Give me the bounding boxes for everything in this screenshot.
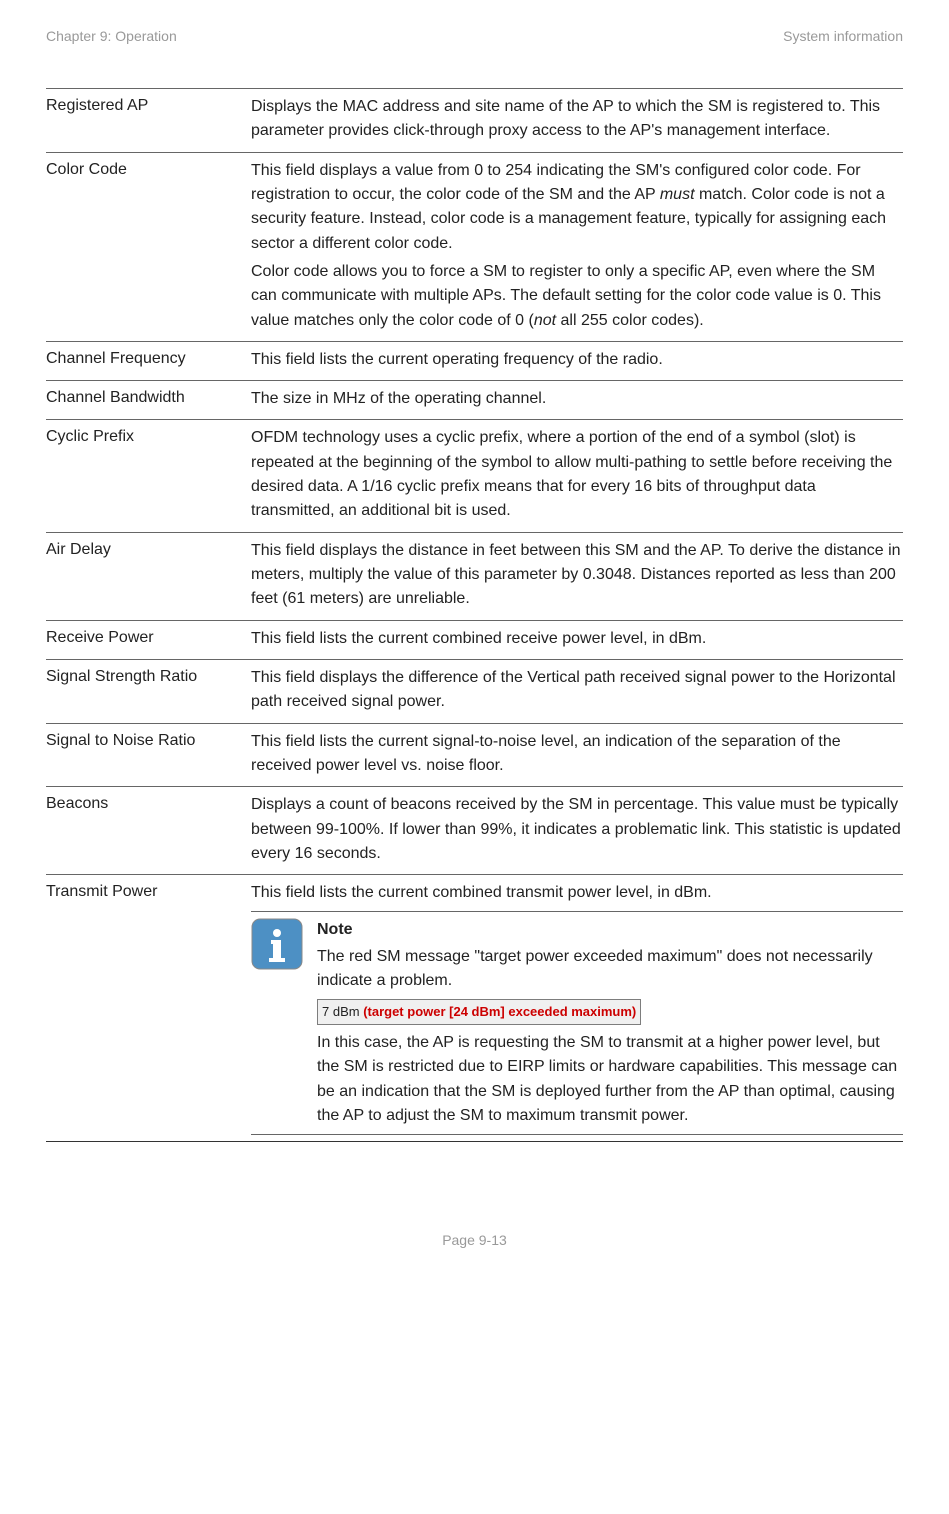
desc-text: This field lists the current combined tr… [251, 881, 903, 905]
table-row: Channel Bandwidth The size in MHz of the… [46, 380, 903, 419]
desc-text: This field displays a value from 0 to 25… [251, 159, 903, 256]
desc-text: This field lists the current operating f… [251, 348, 903, 372]
row-desc: The size in MHz of the operating channel… [251, 387, 903, 413]
note-text-2: In this case, the AP is requesting the S… [317, 1031, 903, 1128]
note-content: Note The red SM message "target power ex… [317, 918, 903, 1128]
row-desc: This field displays a value from 0 to 25… [251, 159, 903, 335]
desc-text: Displays the MAC address and site name o… [251, 95, 903, 144]
page-header: Chapter 9: Operation System information [46, 28, 903, 44]
row-desc: This field displays the difference of th… [251, 666, 903, 717]
desc-text: This field displays the distance in feet… [251, 539, 903, 612]
desc-text: This field displays the difference of th… [251, 666, 903, 715]
note-callout: Note The red SM message "target power ex… [251, 911, 903, 1135]
row-label: Registered AP [46, 95, 251, 146]
page-footer: Page 9-13 [46, 1232, 903, 1248]
desc-text-2: Color code allows you to force a SM to r… [251, 260, 903, 333]
table-row: Receive Power This field lists the curre… [46, 620, 903, 659]
header-right: System information [783, 28, 903, 44]
note-example-message: 7 dBm (target power [24 dBm] exceeded ma… [317, 999, 641, 1025]
row-label: Cyclic Prefix [46, 426, 251, 525]
note-text-1: The red SM message "target power exceede… [317, 945, 903, 994]
table-row: Signal Strength Ratio This field display… [46, 659, 903, 723]
note-img-black: 7 dBm [322, 1004, 363, 1019]
table-row: Transmit Power This field lists the curr… [46, 874, 903, 1142]
row-desc: This field lists the current combined re… [251, 627, 903, 653]
table-row: Registered AP Displays the MAC address a… [46, 88, 903, 152]
desc-text: The size in MHz of the operating channel… [251, 387, 903, 411]
row-label: Transmit Power [46, 881, 251, 1135]
table-row: Signal to Noise Ratio This field lists t… [46, 723, 903, 787]
note-title: Note [317, 918, 903, 942]
table-row: Channel Frequency This field lists the c… [46, 341, 903, 380]
desc-text: This field lists the current combined re… [251, 627, 903, 651]
row-desc: This field displays the distance in feet… [251, 539, 903, 614]
row-label: Air Delay [46, 539, 251, 614]
row-desc: This field lists the current combined tr… [251, 881, 903, 1135]
desc-text: This field lists the current signal-to-n… [251, 730, 903, 779]
table-row: Cyclic Prefix OFDM technology uses a cyc… [46, 419, 903, 531]
table-row: Color Code This field displays a value f… [46, 152, 903, 341]
row-desc: This field lists the current operating f… [251, 348, 903, 374]
row-label: Channel Bandwidth [46, 387, 251, 413]
row-label: Signal to Noise Ratio [46, 730, 251, 781]
row-label: Receive Power [46, 627, 251, 653]
header-left: Chapter 9: Operation [46, 28, 177, 44]
row-label: Color Code [46, 159, 251, 335]
row-label: Channel Frequency [46, 348, 251, 374]
row-label: Beacons [46, 793, 251, 868]
definitions-table: Registered AP Displays the MAC address a… [46, 88, 903, 1142]
row-desc: This field lists the current signal-to-n… [251, 730, 903, 781]
row-desc: Displays the MAC address and site name o… [251, 95, 903, 146]
desc-text: Displays a count of beacons received by … [251, 793, 903, 866]
row-desc: Displays a count of beacons received by … [251, 793, 903, 868]
table-row: Beacons Displays a count of beacons rece… [46, 786, 903, 874]
note-img-red: (target power [24 dBm] exceeded maximum) [363, 1004, 636, 1019]
desc-text: OFDM technology uses a cyclic prefix, wh… [251, 426, 903, 523]
table-row: Air Delay This field displays the distan… [46, 532, 903, 620]
row-desc: OFDM technology uses a cyclic prefix, wh… [251, 426, 903, 525]
row-label: Signal Strength Ratio [46, 666, 251, 717]
note-icon [251, 918, 303, 970]
